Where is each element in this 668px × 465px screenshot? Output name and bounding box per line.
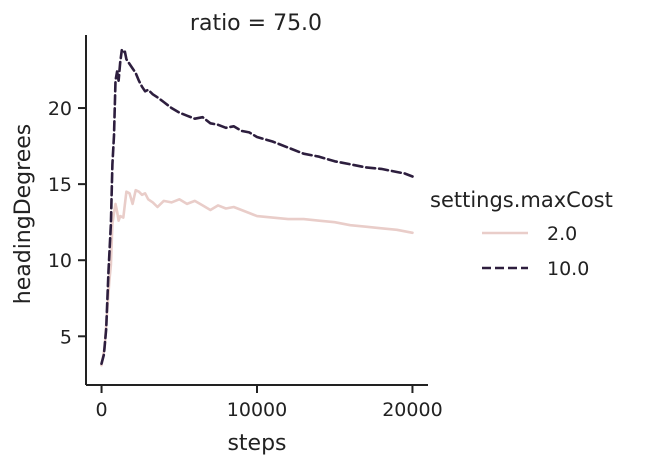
- series-line-2-0: [100, 188, 414, 367]
- legend-items: 2.0 10.0: [482, 223, 589, 280]
- x-axis-label: steps: [227, 431, 286, 456]
- y-tick-label: 15: [48, 174, 72, 196]
- x-tick-label: 10000: [227, 399, 287, 421]
- series-layer: [100, 48, 414, 367]
- chart-title: ratio = 75.0: [190, 11, 322, 36]
- y-tick-label: 20: [48, 98, 72, 120]
- y-axis-label: headingDegrees: [11, 124, 36, 304]
- series-line-10-0: [100, 48, 414, 366]
- legend-label: 10.0: [547, 258, 589, 280]
- y-ticks: 5 10 15 20: [48, 98, 86, 348]
- y-tick-label: 5: [60, 326, 72, 348]
- legend-title: settings.maxCost: [430, 188, 613, 212]
- legend: settings.maxCost 2.0 10.0: [430, 188, 613, 280]
- x-ticks: 0 10000 20000: [95, 385, 443, 421]
- legend-label: 2.0: [547, 223, 577, 245]
- x-tick-label: 0: [95, 399, 107, 421]
- x-tick-label: 20000: [382, 399, 442, 421]
- y-tick-label: 10: [48, 250, 72, 272]
